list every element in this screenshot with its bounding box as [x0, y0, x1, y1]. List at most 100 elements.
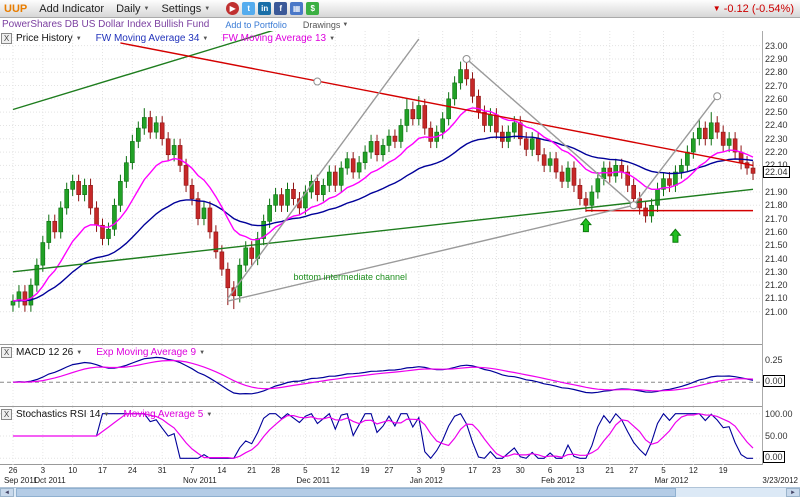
date-tick: 17	[98, 466, 107, 475]
legend-ma34[interactable]: FW Moving Average 34 ▼	[96, 33, 209, 44]
price-axis-label: 23.00	[765, 40, 788, 51]
date-tick: 3	[416, 466, 422, 475]
price-change-indicator: ▼ -0.12 (-0.54%)	[713, 3, 796, 15]
drawing-handle	[629, 201, 638, 210]
drawings-dropdown[interactable]: Drawings ▼	[303, 20, 348, 30]
chart-share-icon[interactable]: ▦	[290, 2, 304, 15]
month-label: Oct 2011	[33, 476, 66, 485]
twitter-icon[interactable]: t	[242, 2, 256, 15]
price-axis-label: 21.20	[765, 280, 788, 291]
price-axis-label: 22.10	[765, 160, 788, 170]
date-tick: 3	[40, 466, 46, 475]
date-tick: 21	[605, 466, 615, 475]
trendline-channel-bottom	[12, 188, 754, 273]
macd-current-box: 0.00	[763, 375, 785, 388]
drawing-handle	[713, 92, 722, 101]
date-tick: 13	[575, 466, 585, 475]
date-tick: 7	[189, 466, 195, 475]
date-tick: 19	[360, 466, 370, 475]
linkedin-icon[interactable]: in	[258, 2, 272, 15]
date-tick: 6	[547, 466, 553, 475]
macd-dropdown[interactable]: MACD 12 26 ▼	[16, 347, 82, 358]
facebook-icon[interactable]: f	[274, 2, 288, 15]
last-date-label: 3/23/2012	[762, 476, 798, 485]
stochastics-dropdown[interactable]: Stochastics RSI 14 ▼	[16, 409, 109, 420]
stochastics-ma-dropdown[interactable]: Moving Average 5 ▼	[123, 409, 212, 420]
price-axis-label: 22.80	[765, 67, 788, 78]
scroll-right-button[interactable]: ►	[786, 488, 800, 497]
settings-dropdown[interactable]: Settings ▼	[161, 3, 210, 15]
price-chart-canvas[interactable]: bottom intermediate channel	[0, 31, 762, 345]
stochastics-ma-label: Moving Average 5	[123, 409, 204, 420]
up-arrow-icon	[669, 228, 682, 243]
price-axis-label: 21.30	[765, 266, 788, 277]
stochastics-canvas[interactable]	[0, 407, 762, 465]
chevron-down-icon: ▼	[103, 411, 110, 418]
social-icons-group: ▶ t in f ▦ $	[226, 2, 320, 15]
chevron-down-icon: ▼	[342, 21, 349, 28]
date-tick: 27	[629, 466, 639, 475]
date-tick: 10	[68, 466, 78, 475]
price-axis-label: 21.80	[765, 200, 788, 211]
chevron-down-icon: ▼	[204, 5, 211, 12]
time-scrollbar[interactable]: ◄ ►	[0, 487, 800, 497]
trendline-channel-top	[12, 31, 274, 111]
legend-ma34-label: FW Moving Average 34	[95, 33, 200, 44]
month-label: Jan 2012	[409, 476, 443, 485]
close-stochastics-panel-button[interactable]: X	[1, 409, 12, 420]
stochastics-axis-label: 100.00	[765, 408, 793, 419]
date-tick: 27	[384, 466, 394, 475]
chevron-down-icon: ▼	[202, 35, 209, 42]
close-price-panel-button[interactable]: X	[1, 33, 12, 44]
price-axis-label: 22.40	[765, 120, 788, 131]
stochastics-header: Stochastics RSI 14 ▼ Moving Average 5 ▼	[16, 409, 212, 420]
legend-ma13[interactable]: FW Moving Average 13 ▼	[222, 33, 335, 44]
macd-panel: X MACD 12 26 ▼ Exp Moving Average 9 ▼	[0, 345, 762, 407]
date-tick: 14	[217, 466, 227, 475]
month-label: Nov 2011	[183, 476, 217, 485]
date-tick: 9	[440, 466, 445, 475]
price-axis-label: 21.00	[765, 306, 788, 317]
current-price-box: 22.04	[763, 166, 790, 179]
macd-header: MACD 12 26 ▼ Exp Moving Average 9 ▼	[16, 347, 205, 358]
date-tick: 5	[303, 466, 308, 475]
close-macd-panel-button[interactable]: X	[1, 347, 12, 358]
price-axis-label: 21.50	[765, 240, 788, 251]
price-axis-label: 21.10	[765, 293, 788, 304]
price-axis-label: 21.40	[765, 253, 788, 264]
date-tick: 30	[515, 466, 525, 475]
chevron-down-icon: ▼	[76, 349, 83, 356]
chart-annotation: bottom intermediate channel	[293, 272, 407, 282]
price-axis-label: 22.20	[765, 147, 788, 158]
legend-price-history[interactable]: Price History ▼	[16, 33, 82, 44]
trendline-gray-steep-uptrend	[227, 38, 420, 299]
macd-canvas[interactable]	[0, 345, 762, 407]
date-tick: 21	[247, 466, 257, 475]
scroll-left-button[interactable]: ◄	[0, 488, 14, 497]
chevron-down-icon: ▼	[329, 35, 336, 42]
add-indicator-button[interactable]: Add Indicator	[39, 3, 104, 15]
add-indicator-label: Add Indicator	[39, 2, 105, 15]
trendline-gray-rally	[633, 95, 718, 206]
month-label: Mar 2012	[654, 476, 689, 485]
video-icon[interactable]: ▶	[226, 2, 240, 15]
date-tick: 12	[688, 466, 698, 475]
macd-signal-dropdown[interactable]: Exp Moving Average 9 ▼	[96, 347, 205, 358]
settings-label: Settings	[161, 2, 202, 15]
price-chart-legend: Price History ▼ FW Moving Average 34 ▼ F…	[16, 33, 335, 44]
stocktwits-icon[interactable]: $	[306, 2, 320, 15]
add-to-portfolio-link[interactable]: Add to Portfolio	[225, 19, 287, 30]
scrollbar-thumb[interactable]	[16, 488, 676, 497]
legend-ma13-label: FW Moving Average 13	[222, 33, 327, 44]
timeframe-label: Daily	[116, 2, 141, 15]
macd-title: MACD 12 26	[16, 347, 74, 358]
date-tick: 17	[468, 466, 477, 475]
timeframe-dropdown[interactable]: Daily ▼	[116, 3, 149, 15]
trendline-gray-shallow-uptrend	[227, 204, 634, 302]
date-tick: 19	[718, 466, 728, 475]
date-tick: 23	[491, 466, 501, 475]
date-tick: 26	[8, 466, 18, 475]
price-axis-label: 21.70	[765, 213, 788, 224]
price-axis-label: 22.70	[765, 80, 788, 91]
date-tick: 5	[661, 466, 666, 475]
